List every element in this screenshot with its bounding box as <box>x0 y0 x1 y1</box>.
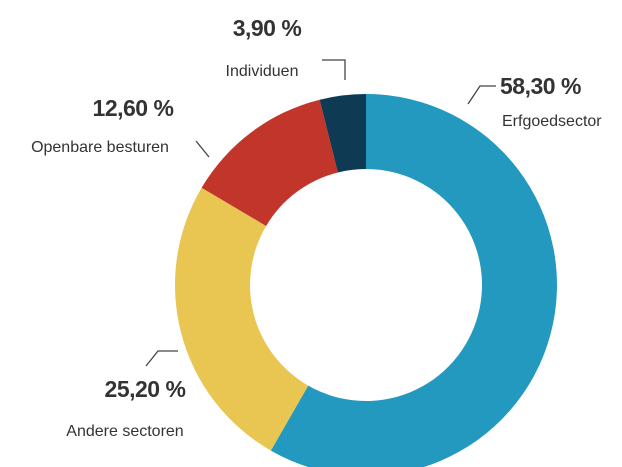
leader-line <box>467 85 496 105</box>
donut-slice <box>270 94 557 467</box>
leader-line <box>145 350 178 367</box>
donut-slice <box>319 94 366 173</box>
category-label: Andere sectoren <box>66 423 183 440</box>
value-label: 25,20 % <box>105 376 186 402</box>
leader-line <box>322 59 346 80</box>
category-label: Erfgoedsector <box>502 113 602 130</box>
value-label: 3,90 % <box>233 15 302 41</box>
value-label: 12,60 % <box>93 95 174 121</box>
leader-line <box>195 140 210 158</box>
category-label: Openbare besturen <box>31 139 169 156</box>
donut-slice <box>174 187 309 451</box>
donut-slice <box>201 99 338 226</box>
category-label: Individuen <box>226 63 299 80</box>
value-label: 58,30 % <box>500 73 581 99</box>
